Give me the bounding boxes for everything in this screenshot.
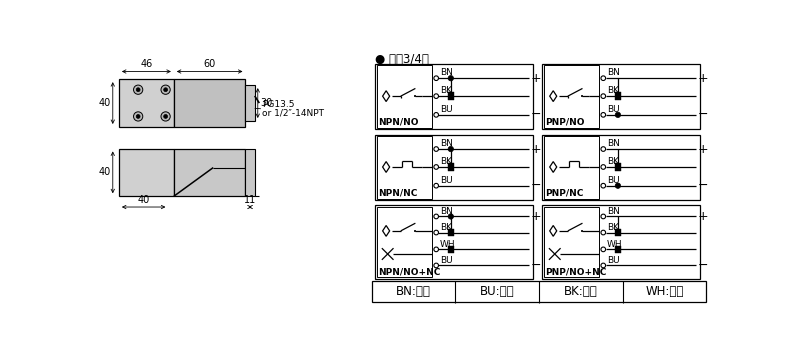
Circle shape: [134, 85, 142, 94]
Text: NPN/NO+NC: NPN/NO+NC: [378, 267, 440, 276]
Text: BK:黑色: BK:黑色: [564, 285, 598, 298]
Bar: [615, 246, 621, 253]
Text: PNP/NO+NC: PNP/NO+NC: [545, 267, 606, 276]
Text: 11: 11: [244, 195, 256, 205]
Text: NPN/NC: NPN/NC: [378, 189, 417, 198]
Text: PG13.5: PG13.5: [262, 100, 295, 109]
Text: BK: BK: [607, 157, 619, 166]
Circle shape: [448, 76, 454, 81]
Text: BU: BU: [607, 176, 620, 185]
Bar: [544, 65, 599, 128]
Circle shape: [448, 214, 454, 219]
Bar: [371, 281, 706, 302]
Bar: [544, 136, 599, 199]
Bar: [542, 64, 700, 129]
Bar: [375, 64, 534, 129]
Circle shape: [164, 114, 167, 118]
Text: 60: 60: [203, 59, 216, 69]
Text: PNP/NO: PNP/NO: [545, 118, 584, 127]
Text: 46: 46: [140, 59, 153, 69]
Bar: [375, 134, 534, 200]
Text: 30: 30: [260, 98, 272, 108]
Text: BK: BK: [440, 86, 452, 95]
Text: BN: BN: [440, 207, 453, 216]
Text: WH: WH: [440, 240, 456, 249]
Circle shape: [615, 183, 621, 188]
Bar: [448, 246, 454, 253]
Text: −: −: [531, 108, 542, 121]
Bar: [448, 92, 454, 100]
Text: WH: WH: [607, 240, 622, 249]
Text: BU: BU: [607, 105, 620, 114]
Text: +: +: [698, 143, 709, 156]
Text: +: +: [531, 72, 542, 85]
Text: 40: 40: [98, 98, 110, 108]
Text: +: +: [531, 210, 542, 223]
Text: BN:棕色: BN:棕色: [396, 285, 431, 298]
Bar: [377, 65, 432, 128]
Circle shape: [615, 112, 621, 118]
Bar: [448, 229, 454, 237]
Text: BK: BK: [440, 223, 452, 232]
Text: −: −: [698, 179, 709, 192]
Bar: [377, 136, 432, 199]
Bar: [174, 79, 246, 127]
Circle shape: [136, 114, 140, 118]
Text: +: +: [698, 210, 709, 223]
Text: BU: BU: [440, 256, 453, 265]
Text: BN: BN: [607, 68, 620, 77]
Text: BK: BK: [607, 223, 619, 232]
Bar: [375, 206, 534, 279]
Bar: [174, 149, 246, 196]
Text: or 1/2″-14NPT: or 1/2″-14NPT: [262, 108, 324, 117]
Text: BN: BN: [607, 139, 620, 148]
Bar: [615, 229, 621, 237]
Text: BN: BN: [440, 68, 453, 77]
Circle shape: [134, 112, 142, 121]
Text: ● 直流3/4线: ● 直流3/4线: [375, 53, 430, 66]
Text: +: +: [531, 143, 542, 156]
Bar: [119, 149, 174, 196]
Bar: [246, 85, 254, 121]
Circle shape: [615, 247, 621, 252]
Bar: [542, 206, 700, 279]
Text: BN: BN: [440, 139, 453, 148]
Circle shape: [448, 146, 454, 152]
Text: NPN/NO: NPN/NO: [378, 118, 418, 127]
Text: −: −: [698, 259, 709, 272]
Text: BU: BU: [440, 176, 453, 185]
Bar: [544, 207, 599, 277]
Circle shape: [161, 85, 170, 94]
Text: 40: 40: [98, 167, 110, 177]
Text: −: −: [531, 179, 542, 192]
Bar: [246, 149, 254, 196]
Text: BU: BU: [440, 105, 453, 114]
Bar: [119, 79, 174, 127]
Text: WH:白色: WH:白色: [646, 285, 684, 298]
Text: BU: BU: [607, 256, 620, 265]
Text: BU:兰色: BU:兰色: [480, 285, 514, 298]
Bar: [542, 134, 700, 200]
Circle shape: [136, 88, 140, 92]
Bar: [615, 163, 621, 171]
Circle shape: [164, 88, 167, 92]
Text: BK: BK: [440, 157, 452, 166]
Bar: [448, 163, 454, 171]
Text: PNP/NC: PNP/NC: [545, 189, 583, 198]
Bar: [377, 207, 432, 277]
Circle shape: [161, 112, 170, 121]
Text: BK: BK: [607, 86, 619, 95]
Text: BN: BN: [607, 207, 620, 216]
Text: −: −: [531, 259, 542, 272]
Bar: [615, 92, 621, 100]
Text: −: −: [698, 108, 709, 121]
Text: 40: 40: [138, 195, 150, 205]
Text: +: +: [698, 72, 709, 85]
